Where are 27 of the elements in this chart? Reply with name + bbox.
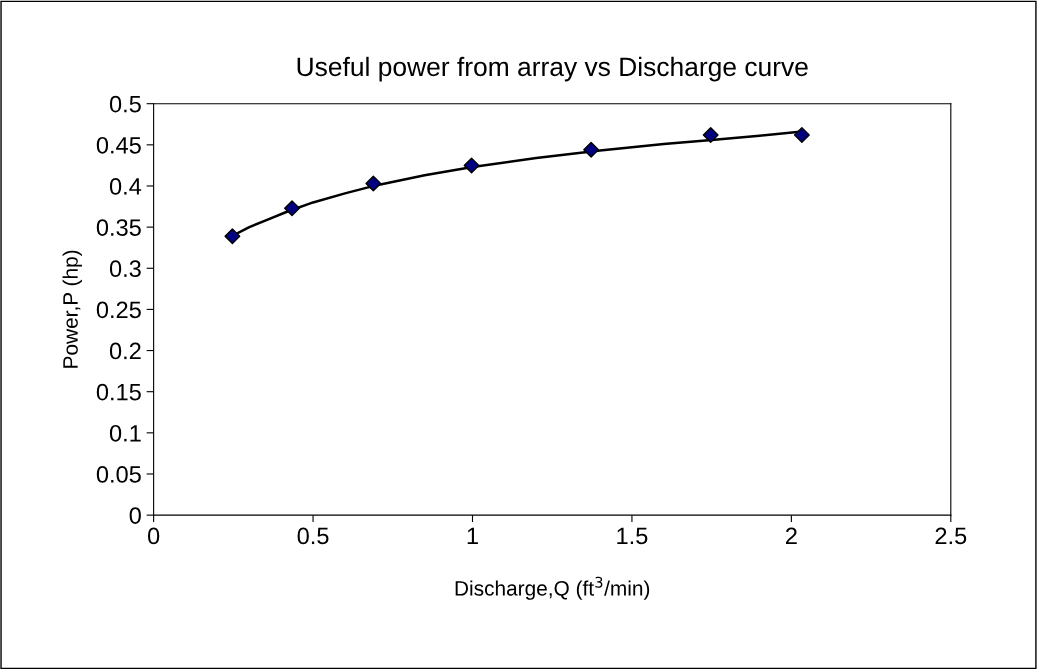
x-axis-title: Discharge,Q (ft$^{3}$/min): [455, 576, 650, 600]
y-tick-label: 0.35: [96, 219, 141, 236]
x-tick-label: 0.5: [297, 527, 329, 545]
y-tick-label: 0.5: [109, 95, 141, 113]
point: [793, 126, 810, 143]
point: [463, 157, 480, 174]
y-tick-label: 0.3: [109, 260, 141, 278]
x-tick-label: 1.5: [617, 527, 648, 545]
y-tick-label: 0.05: [96, 466, 141, 483]
x-tick-label: 2.5: [935, 527, 967, 545]
point: [583, 141, 600, 158]
point: [224, 228, 241, 245]
x-tick-label: 2: [785, 527, 797, 545]
y-tick-label: 0.2: [109, 342, 141, 360]
y-tick-label: 0.1: [109, 424, 141, 442]
y-tick-label: 0.45: [96, 136, 141, 154]
x-tick-label: 0: [147, 527, 160, 545]
y-tick-label: 0: [129, 507, 141, 524]
point: [365, 175, 382, 192]
x-tick-label: 1: [467, 527, 478, 545]
y-tick-label: 0.15: [96, 383, 141, 401]
y-axis-title: Power,P (hp): [62, 250, 82, 368]
chart-title: Useful power from array vs Discharge curve: [297, 56, 808, 82]
y-tick-label: 0.4: [109, 178, 142, 195]
y-tick-label: 0.25: [96, 301, 141, 319]
point: [284, 200, 300, 217]
point: [702, 126, 719, 143]
